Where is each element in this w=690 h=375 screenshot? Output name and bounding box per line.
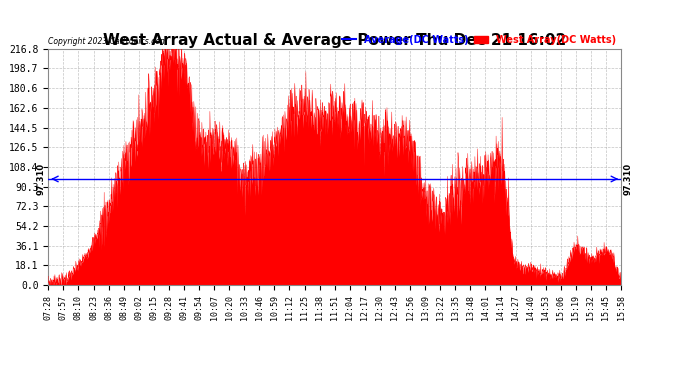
Text: 97.310: 97.310 [37,163,46,195]
Legend: Average(DC Watts), West Array(DC Watts): Average(DC Watts), West Array(DC Watts) [342,35,616,45]
Text: Copyright 2023 Cartronics.com: Copyright 2023 Cartronics.com [48,38,168,46]
Title: West Array Actual & Average Power Thu Dec 21 16:02: West Array Actual & Average Power Thu De… [103,33,566,48]
Text: 97.310: 97.310 [624,163,633,195]
